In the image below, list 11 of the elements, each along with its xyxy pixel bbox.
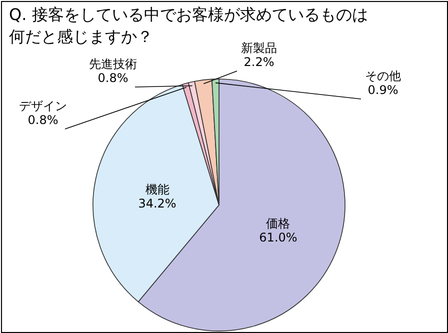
- data-label: 61.0%: [259, 230, 298, 244]
- slice-label: その他: [365, 69, 401, 83]
- slice-label: 価格: [266, 216, 290, 230]
- slice-label: 先進技術: [89, 57, 137, 71]
- data-label: 34.2%: [138, 196, 176, 211]
- slice-label: 機能: [145, 182, 170, 197]
- slice-label: デザイン: [19, 99, 67, 113]
- data-label: 0.8%: [98, 71, 128, 85]
- data-label: 0.8%: [28, 113, 58, 127]
- data-label: 2.2%: [244, 55, 274, 69]
- data-label: 0.9%: [368, 83, 398, 97]
